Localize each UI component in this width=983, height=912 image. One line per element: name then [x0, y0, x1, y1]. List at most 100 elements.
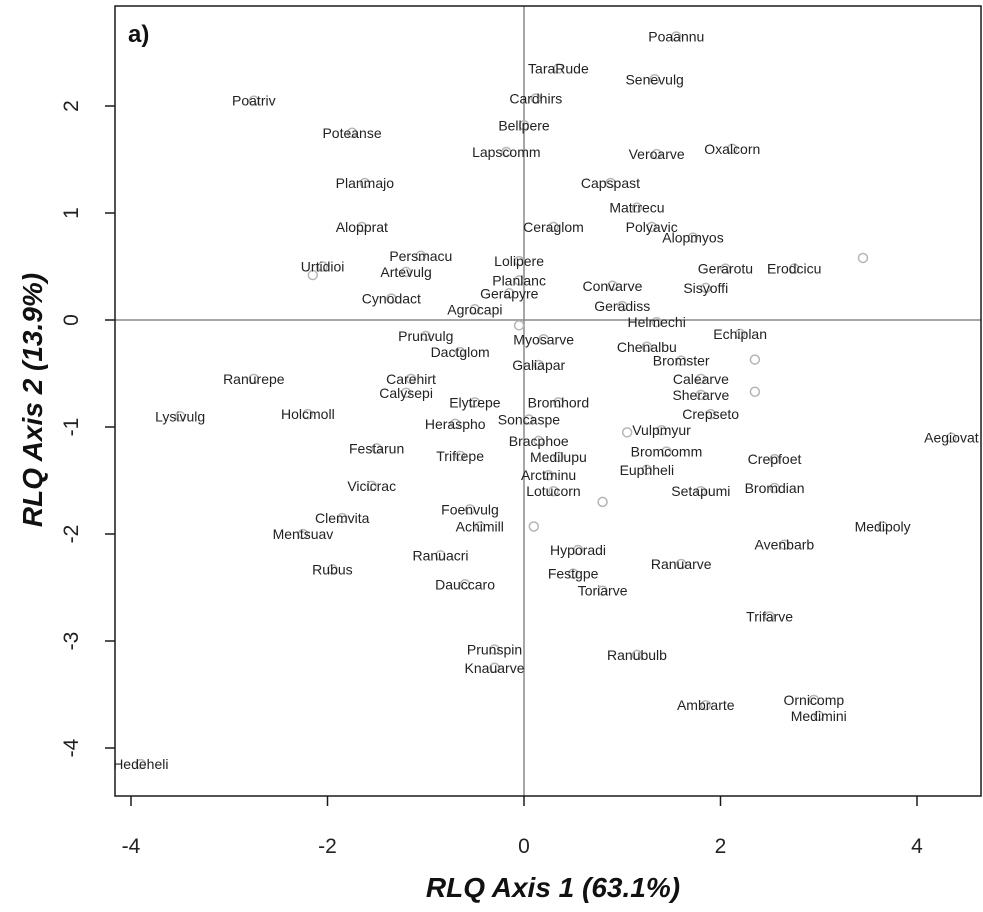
- point-unlabeled-4: [513, 320, 525, 331]
- point-achimill: [474, 521, 486, 532]
- label-cynodact: Cynodact: [362, 291, 421, 307]
- point-mentsuav: [297, 528, 309, 540]
- label-clemvita: Clemvita: [315, 510, 370, 526]
- point-calysepi: [400, 387, 412, 399]
- label-vicicrac: Vicicrac: [347, 478, 396, 494]
- point-tararude: [553, 63, 564, 74]
- point-bromcomm: [661, 446, 672, 457]
- point-medipoly: [877, 521, 888, 532]
- point-galiapar: [533, 359, 544, 371]
- label-echiplan: Echiplan: [713, 326, 767, 342]
- y-tick-label-1: 1: [60, 207, 83, 219]
- label-chenalbu: Chenalbu: [617, 339, 677, 355]
- label-achimill: Achimill: [456, 519, 504, 535]
- label-urtidioi: Urtidioi: [301, 259, 345, 275]
- label-tararude: TaraRude: [528, 61, 589, 77]
- point-trifrepe: [454, 450, 466, 462]
- point-avenbarb: [779, 539, 790, 550]
- point-carehirt: [405, 373, 417, 385]
- label-euphheli: Euphheli: [620, 462, 675, 478]
- point-festgpe: [567, 568, 579, 579]
- label-agrocapi: Agrocapi: [447, 301, 502, 317]
- label-alopprat: Alopprat: [336, 219, 388, 235]
- label-medipoly: Medipoly: [855, 519, 911, 535]
- point-polyavic: [646, 221, 657, 233]
- point-ranuacri: [435, 550, 446, 561]
- point-urtidioi: [317, 261, 328, 272]
- label-planmajo: Planmajo: [336, 175, 395, 191]
- point-oxalcorn: [727, 143, 738, 155]
- y-tick-label--2: -2: [60, 525, 83, 544]
- label-dauccaro: Dauccaro: [435, 576, 495, 592]
- label-poteanse: Poteanse: [322, 125, 381, 141]
- point-chenalbu: [641, 341, 653, 352]
- point-planlanc: [513, 275, 525, 286]
- point-calearve: [695, 373, 707, 385]
- point-erodcicu: [788, 263, 800, 274]
- label-trifarve: Trifarve: [746, 608, 793, 624]
- label-rubus: Rubus: [312, 561, 352, 577]
- point-convarve: [607, 280, 618, 292]
- label-polyavic: Polyavic: [626, 219, 678, 235]
- point-ambrarte: [700, 699, 712, 711]
- label-calysepi: Calysepi: [379, 385, 433, 401]
- point-lotucorn: [548, 485, 559, 497]
- point-crepfoet: [769, 453, 780, 465]
- point-toriarve: [597, 585, 608, 596]
- point-matrrecu: [631, 202, 643, 213]
- point-helmechi: [651, 316, 662, 328]
- label-senevulg: Senevulg: [625, 71, 683, 87]
- point-echiplan: [734, 328, 746, 340]
- point-knauarve: [489, 662, 500, 673]
- label-myosarve: Myosarve: [513, 331, 574, 347]
- point-bellpere: [518, 120, 530, 131]
- point-bromster: [675, 355, 687, 366]
- label-bromster: Bromster: [653, 353, 710, 369]
- label-ambrarte: Ambrarte: [677, 697, 735, 713]
- point-ornicomp: [808, 694, 820, 706]
- point-sisyoffi: [700, 282, 712, 294]
- label-dactglom: Dactglom: [431, 344, 490, 360]
- label-erodcicu: Erodcicu: [767, 261, 821, 277]
- point-setapumi: [695, 485, 707, 497]
- point-vulpmyur: [656, 424, 667, 436]
- label-carehirt: Carehirt: [386, 371, 436, 387]
- label-convarve: Convarve: [582, 278, 642, 294]
- point-bromdian: [769, 482, 780, 494]
- label-gerarotu: Gerarotu: [698, 261, 753, 277]
- label-bracphoe: Bracphoe: [509, 433, 569, 449]
- point-trifarve: [764, 611, 775, 622]
- x-tick-label-0: 0: [518, 835, 530, 858]
- label-lysivulg: Lysivulg: [155, 408, 205, 424]
- label-aegiovat: Aegiovat: [924, 430, 979, 446]
- point-unlabeled-1: [857, 252, 869, 264]
- label-vulpmyur: Vulpmyur: [632, 422, 691, 438]
- y-axis: -4 -3 -2 -1 0 1 2: [60, 100, 115, 757]
- label-festgpe: Festgpe: [548, 566, 599, 582]
- label-helmechi: Helmechi: [627, 314, 685, 330]
- label-ceraglom: Ceraglom: [523, 219, 584, 235]
- y-axis-title: RLQ Axis 2 (13.9%): [17, 273, 48, 527]
- label-medilupu: Medilupu: [530, 449, 587, 465]
- label-oxalcorn: Oxalcorn: [704, 141, 760, 157]
- label-hedeheli: Hedeheli: [113, 756, 168, 772]
- label-ranurepe: Ranurepe: [223, 371, 285, 387]
- y-tick-label-0: 0: [60, 314, 83, 326]
- label-prunvulg: Prunvulg: [398, 328, 453, 344]
- label-soncaspe: Soncaspe: [498, 412, 560, 428]
- label-setapumi: Setapumi: [671, 483, 730, 499]
- point-sherarve: [695, 389, 707, 401]
- point-ranurepe: [248, 373, 260, 385]
- point-foenvulg: [464, 504, 476, 515]
- label-trifrepe: Trifrepe: [436, 448, 484, 464]
- point-lapscomm: [501, 146, 512, 158]
- label-knauarve: Knauarve: [465, 660, 525, 676]
- point-capspast: [605, 177, 616, 189]
- label-toriarve: Toriarve: [578, 583, 628, 599]
- x-tick-label--2: -2: [318, 835, 337, 858]
- point-hyporadi: [572, 544, 584, 556]
- point-heraspho: [449, 418, 461, 430]
- label-hyporadi: Hyporadi: [550, 542, 606, 558]
- species-markers: [135, 31, 957, 770]
- label-ornicomp: Ornicomp: [783, 692, 844, 708]
